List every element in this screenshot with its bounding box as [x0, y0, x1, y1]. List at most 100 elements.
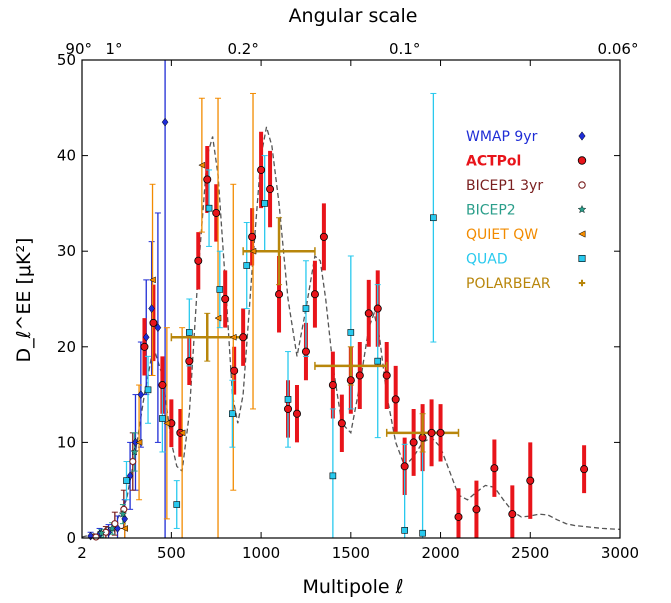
bicep2-data-point: [97, 528, 106, 537]
legend: WMAP 9yr ACTPol BICEP1 3yr BICEP2 QUIET QW QU…: [466, 129, 587, 292]
quiet-qw-data-point: [148, 276, 156, 284]
quiet-qw-data-point: [214, 314, 222, 322]
top-tick-label: 90°: [65, 40, 92, 58]
wmap-9yr-data-point: [137, 390, 145, 400]
actpol-data-point: [508, 510, 517, 519]
actpol-data-point: [149, 318, 158, 327]
actpol-data-point: [301, 347, 310, 356]
quad-data-point: [205, 204, 213, 212]
legend-marker-quiet-qw: [578, 230, 586, 238]
y-tick-label: 10: [57, 433, 76, 451]
legend-label-quiet-qw: QUIET QW: [466, 227, 538, 243]
actpol-data-point: [337, 419, 346, 428]
quiet-qw-data-point: [163, 419, 171, 427]
top-tick-label: 0.1°: [389, 40, 420, 58]
legend-marker-quad: [578, 255, 586, 263]
legend-label-bicep1-3yr: BICEP1 3yr: [466, 178, 543, 194]
quad-data-point: [216, 286, 224, 293]
y-tick-label: 0: [66, 529, 76, 547]
actpol-data-point: [427, 428, 436, 437]
bicep1-3yr-data-point: [129, 457, 137, 466]
actpol-data-point: [382, 371, 391, 380]
quiet-qw-data-point: [249, 247, 257, 255]
quad-data-point: [123, 477, 130, 484]
polarbear-data-point: [419, 429, 426, 436]
y-tick-label: 20: [57, 338, 76, 356]
wmap-9yr-data-point: [154, 323, 162, 333]
quad-data-point: [243, 262, 251, 269]
quiet-qw-data-point: [121, 525, 128, 532]
quiet-qw-data-point: [198, 161, 206, 169]
actpol-data-point: [221, 294, 230, 303]
x-tick-label: 3000: [601, 544, 639, 562]
wmap-9yr-data-point: [161, 117, 169, 127]
actpol-data-point: [212, 208, 221, 217]
quad-data-point: [261, 200, 268, 207]
top-tick-label: 0.06°: [598, 40, 639, 58]
quiet-qw-data-point: [178, 429, 186, 437]
quad-data-point: [159, 415, 166, 422]
actpol-data-point: [373, 304, 382, 313]
actpol-data-point: [328, 381, 337, 390]
actpol-data-point: [490, 464, 499, 473]
legend-label-bicep2: BICEP2: [466, 203, 516, 219]
actpol-data-point: [203, 175, 212, 184]
legend-marker-bicep2: [577, 205, 587, 214]
quad-data-point: [329, 472, 337, 480]
actpol-data-point: [454, 512, 463, 521]
quad-data-point: [347, 329, 355, 336]
actpol-data-point: [526, 476, 535, 485]
top-tick-label: 0.2°: [227, 40, 258, 58]
legend-label-quad: QUAD: [466, 252, 508, 268]
legend-label-polarbear: POLARBEAR: [466, 276, 551, 292]
polarbear-data-point: [276, 248, 283, 255]
quad-data-point: [144, 386, 152, 394]
actpol-data-point: [400, 462, 409, 471]
quad-data-point: [173, 501, 181, 508]
wmap-9yr-data-point: [142, 332, 150, 342]
wmap-9yr-data-point: [121, 514, 129, 524]
actpol-data-point: [140, 342, 149, 351]
legend-marker-bicep1-3yr: [578, 181, 586, 189]
actpol-data-point: [310, 290, 319, 299]
actpol-data-point: [239, 333, 248, 342]
x-tick-label: 2: [77, 544, 87, 562]
actpol-data-point: [436, 428, 445, 437]
quad-data-point: [430, 214, 437, 222]
x-tick-label: 2000: [421, 544, 459, 562]
actpol-data-point: [364, 309, 373, 318]
actpol-data-point: [185, 357, 194, 366]
actpol-data-point: [248, 232, 257, 241]
bicep2-data-point: [108, 524, 117, 532]
actpol-data-point: [158, 381, 167, 390]
x-tick-label: 2500: [511, 544, 549, 562]
y-tick-label: 30: [57, 242, 76, 260]
actpol-data-point: [472, 505, 481, 514]
quad-data-point: [186, 329, 193, 336]
wmap-9yr-data-point: [132, 437, 139, 447]
wmap-9yr-data-point: [148, 304, 155, 313]
y-tick-label: 40: [57, 147, 76, 165]
bicep2-data-point: [130, 447, 139, 456]
theory-curve-layer: [81, 126, 621, 538]
actpol-data-point: [346, 376, 355, 385]
x-tick-label: 1000: [242, 544, 280, 562]
legend-marker-polarbear: [578, 279, 586, 287]
data-marker-layer: [87, 117, 589, 541]
legend-label-wmap-9yr: WMAP 9yr: [466, 129, 538, 145]
actpol-data-point: [319, 232, 328, 241]
quad-data-point: [229, 410, 236, 418]
actpol-data-point: [230, 366, 239, 375]
bicep2-data-point: [118, 509, 127, 518]
polarbear-data-point: [347, 362, 354, 369]
y-tick-label: 50: [57, 51, 76, 69]
y-axis-title: D_ℓ^EE [μK²]: [13, 238, 35, 363]
x-axis-title: Multipole ℓ: [303, 576, 404, 598]
theory-curve: [81, 126, 621, 538]
actpol-data-point: [355, 371, 364, 380]
legend-marker-wmap-9yr: [578, 131, 586, 141]
actpol-data-point: [292, 409, 301, 418]
actpol-data-point: [391, 395, 400, 404]
